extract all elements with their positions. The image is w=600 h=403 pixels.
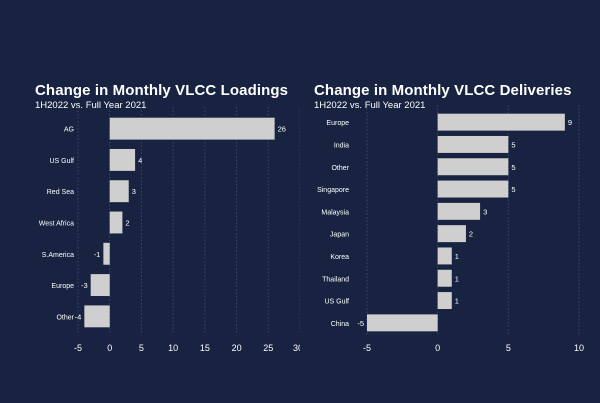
bar [437, 225, 466, 243]
bar [109, 211, 123, 234]
category-label: Korea [330, 254, 349, 261]
category-label: US Gulf [49, 158, 74, 165]
data-label: -5 [357, 319, 364, 328]
x-tick-label: 20 [232, 343, 242, 353]
data-label: -3 [81, 281, 88, 290]
category-label: Europe [326, 120, 349, 127]
data-label: 5 [511, 140, 515, 149]
bar [437, 113, 565, 131]
x-tick-label: 5 [506, 343, 511, 353]
data-label: 26 [278, 125, 286, 134]
x-tick-label: 0 [107, 343, 112, 353]
chart-subtitle: 1H2022 vs. Full Year 2021 [314, 100, 426, 111]
chart-subtitle: 1H2022 vs. Full Year 2021 [35, 100, 147, 111]
data-label: 4 [138, 156, 142, 165]
x-tick-label: 30 [293, 343, 300, 353]
x-tick-label: 5 [139, 343, 144, 353]
bar [90, 274, 110, 297]
bar [437, 292, 452, 310]
category-label: Singapore [317, 187, 349, 194]
bar [84, 305, 110, 328]
bar [437, 269, 452, 287]
data-label: 3 [132, 187, 136, 196]
category-label: China [331, 321, 349, 328]
bar [437, 202, 481, 220]
category-label: S.America [42, 252, 74, 259]
x-tick-label: 15 [200, 343, 210, 353]
x-tick-label: 0 [435, 343, 440, 353]
category-label: Europe [51, 283, 74, 290]
data-label: 1 [455, 297, 459, 306]
data-label: 3 [483, 207, 487, 216]
category-label: AG [64, 127, 74, 134]
data-label: 9 [568, 118, 572, 127]
x-tick-label: 10 [574, 343, 584, 353]
data-label: -1 [94, 250, 101, 259]
category-label: Other [331, 165, 349, 172]
loadings-bar-chart: -5 0 5 10 15 20 25 30 AG 26 US Gulf 4 Red Sea 3 West A… [39, 107, 300, 353]
loadings-chart-panel: Change in Monthly VLCC Loadings 1H2022 v… [35, 82, 300, 353]
x-tick-label: -5 [363, 343, 371, 353]
data-label: 1 [455, 274, 459, 283]
x-tick-label: 25 [263, 343, 273, 353]
bar [109, 148, 136, 171]
bar [437, 180, 509, 198]
bar [437, 135, 509, 153]
category-label: West Africa [39, 221, 74, 228]
bar [437, 247, 452, 265]
category-label: Malaysia [321, 209, 349, 216]
chart-title: Change in Monthly VLCC Deliveries [314, 82, 572, 99]
bar [437, 158, 509, 176]
bar [103, 242, 110, 265]
data-label: 2 [125, 219, 129, 228]
bar [109, 180, 129, 203]
deliveries-bar-chart: -5 0 5 10 Europe 9 India 5 Other 5 Singapore 5 Malay… [317, 105, 584, 353]
data-label: 5 [511, 163, 515, 172]
data-label: 5 [511, 185, 515, 194]
category-label: Other [56, 314, 74, 321]
data-label: 1 [455, 252, 459, 261]
category-label: US Gulf [324, 299, 349, 306]
data-label: -4 [75, 312, 82, 321]
category-label: Thailand [322, 276, 349, 283]
chart-title: Change in Monthly VLCC Loadings [35, 82, 289, 99]
category-label: India [334, 142, 349, 149]
deliveries-chart-panel: Change in Monthly VLCC Deliveries 1H2022… [300, 0, 600, 403]
data-label: 2 [469, 230, 473, 239]
x-tick-label: 10 [168, 343, 178, 353]
category-label: Red Sea [47, 189, 74, 196]
x-tick-label: -5 [74, 343, 82, 353]
bar [367, 314, 438, 332]
bar [109, 117, 275, 140]
category-label: Japan [330, 232, 349, 239]
